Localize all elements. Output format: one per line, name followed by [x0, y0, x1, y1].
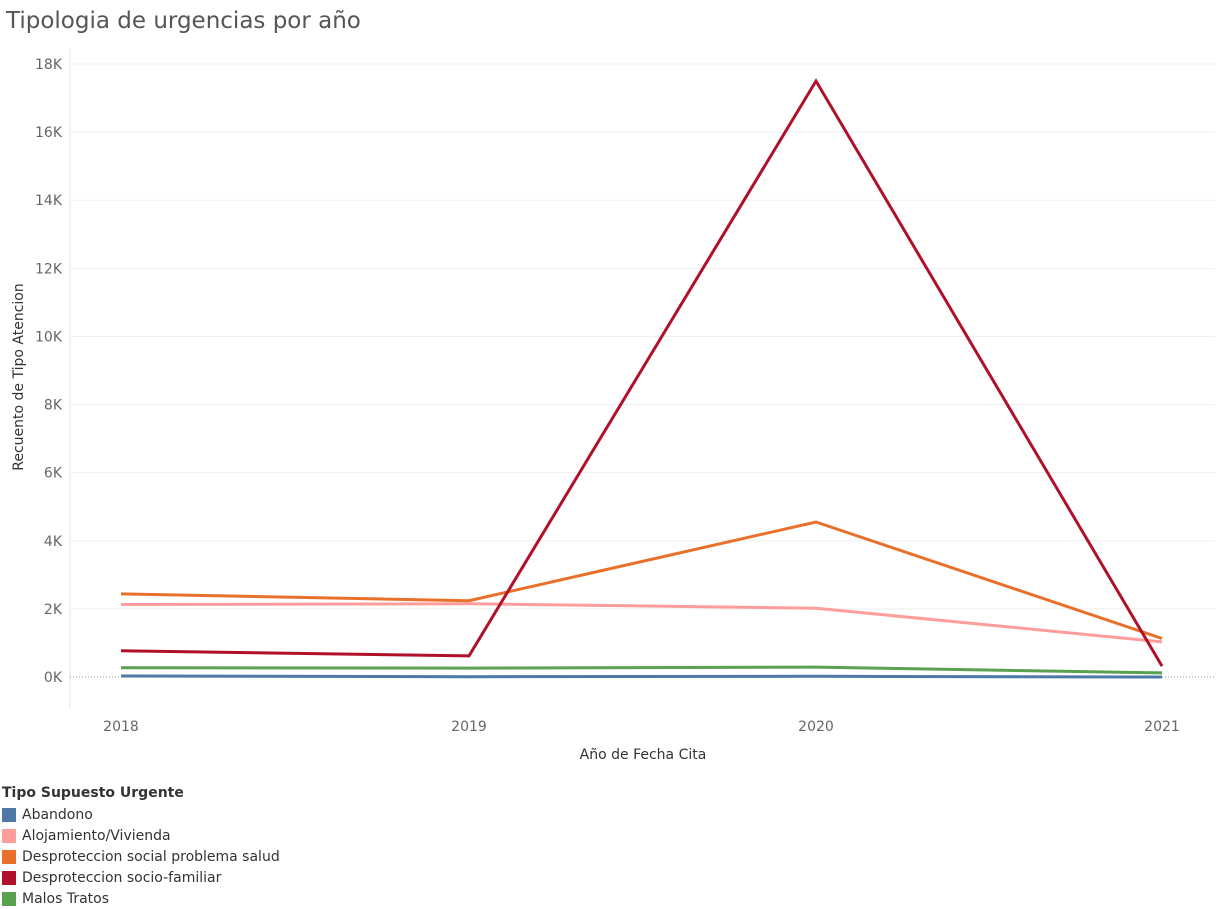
x-tick-label: 2018	[103, 719, 139, 735]
y-tick-label: 2K	[44, 602, 63, 618]
y-tick-label: 10K	[35, 329, 63, 345]
x-tick-label: 2021	[1144, 719, 1180, 735]
series-line	[120, 602, 1163, 644]
series-line	[120, 665, 1163, 675]
y-tick-label: 4K	[44, 534, 63, 550]
x-axis-label: Año de Fecha Cita	[580, 747, 707, 763]
legend-item: Alojamiento/Vivienda	[2, 825, 280, 846]
legend-swatch	[2, 870, 16, 885]
y-tick-label: 18K	[35, 57, 63, 73]
legend-label: Malos Tratos	[22, 890, 110, 907]
series-line	[120, 78, 1164, 667]
y-tick-label: 14K	[35, 193, 63, 209]
legend-swatch	[2, 849, 16, 864]
legend-items: Abandono Alojamiento/Vivienda Desproteccio…	[2, 804, 280, 909]
legend-swatch	[2, 807, 16, 822]
legend-item: Desproteccion socio-familiar	[2, 867, 280, 888]
legend-item: Malos Tratos	[2, 888, 280, 909]
legend-label: Desproteccion socio-familiar	[22, 869, 222, 886]
y-tick-label: 6K	[44, 466, 63, 482]
line-chart: 0K 2K 4K 6K 8K 10K 12K 14K 16K 18K 2018 2019 2020 202…	[11, 48, 1215, 763]
legend-item: Desproteccion social problema salud	[2, 846, 280, 867]
x-tick-label: 2019	[451, 719, 487, 735]
legend-swatch	[2, 891, 16, 906]
chart-title: Tipologia de urgencias por año	[6, 8, 361, 34]
legend: Tipo Supuesto Urgente Abandono Alojamient…	[2, 785, 280, 909]
y-tick-label: 0K	[44, 670, 63, 686]
x-tick-label: 2020	[798, 719, 834, 735]
legend-label: Desproteccion social problema salud	[22, 848, 280, 865]
y-axis-label: Recuento de Tipo Atencion	[11, 283, 27, 470]
legend-label: Abandono	[22, 806, 93, 823]
legend-swatch	[2, 828, 16, 843]
y-tick-label: 16K	[35, 125, 63, 141]
legend-item: Abandono	[2, 804, 280, 825]
y-tick-label: 8K	[44, 398, 63, 414]
y-tick-label: 12K	[35, 261, 63, 277]
legend-title: Tipo Supuesto Urgente	[2, 785, 184, 801]
legend-label: Alojamiento/Vivienda	[22, 827, 171, 844]
series-line	[120, 674, 1163, 679]
series-line	[120, 520, 1163, 640]
